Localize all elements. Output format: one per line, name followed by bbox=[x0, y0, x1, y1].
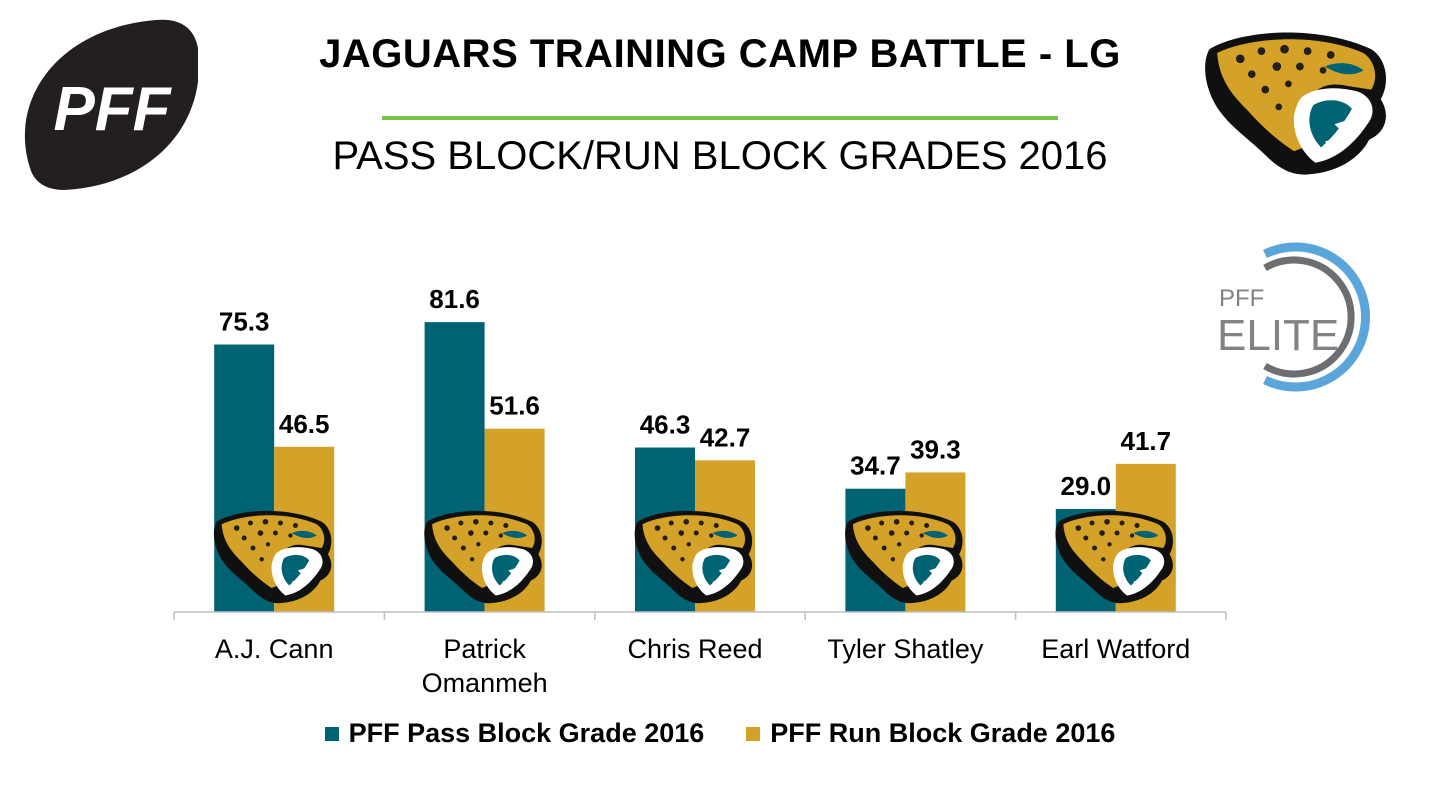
chart-legend: PFF Pass Block Grade 2016 PFF Run Block … bbox=[0, 718, 1440, 749]
data-label-run-1: 51.6 bbox=[489, 391, 540, 421]
x-tick-label-0: A.J. Cann bbox=[215, 634, 334, 664]
legend-swatch-pass bbox=[324, 726, 339, 741]
data-label-pass-2: 46.3 bbox=[640, 410, 691, 440]
legend-item-pass: PFF Pass Block Grade 2016 bbox=[324, 718, 705, 749]
legend-swatch-run bbox=[746, 726, 761, 741]
data-label-run-0: 46.5 bbox=[279, 409, 330, 439]
x-tick-label-2: Chris Reed bbox=[627, 634, 762, 664]
data-label-pass-4: 29.0 bbox=[1060, 471, 1111, 501]
chart-bar-logos bbox=[213, 510, 1173, 604]
chart-data-labels: 75.3 46.5 81.6 51.6 46.3 42.7 34.7 39.3 29.0 41.7 bbox=[219, 284, 1171, 501]
data-label-pass-3: 34.7 bbox=[850, 451, 901, 481]
x-tick-label-3: Tyler Shatley bbox=[827, 634, 984, 664]
chart-title: JAGUARS TRAINING CAMP BATTLE - LG bbox=[319, 32, 1121, 76]
title-divider bbox=[382, 116, 1058, 120]
data-label-pass-0: 75.3 bbox=[219, 306, 270, 336]
legend-label-pass: PFF Pass Block Grade 2016 bbox=[348, 718, 705, 748]
pff-logo-text: PFF bbox=[53, 75, 172, 144]
legend-label-run: PFF Run Block Grade 2016 bbox=[770, 718, 1116, 748]
pff-football-logo-icon: PFF bbox=[24, 19, 198, 190]
pff-elite-badge-icon: PFF ELITE bbox=[1217, 242, 1370, 392]
data-label-run-2: 42.7 bbox=[700, 422, 751, 452]
data-label-run-4: 41.7 bbox=[1120, 426, 1171, 456]
x-tick-label-4: Earl Watford bbox=[1041, 634, 1190, 664]
chart-x-axis: A.J. Cann Patrick Omanmeh Chris Reed Tyler S… bbox=[173, 611, 1227, 698]
x-tick-label-1: Patrick Omanmeh bbox=[422, 634, 548, 698]
data-label-pass-1: 81.6 bbox=[429, 284, 480, 314]
data-label-run-3: 39.3 bbox=[910, 434, 961, 464]
chart-subtitle: PASS BLOCK/RUN BLOCK GRADES 2016 bbox=[332, 134, 1108, 178]
elite-badge-bottom-text: ELITE bbox=[1217, 311, 1339, 360]
elite-badge-top-text: PFF bbox=[1219, 285, 1264, 312]
legend-item-run: PFF Run Block Grade 2016 bbox=[746, 718, 1115, 749]
